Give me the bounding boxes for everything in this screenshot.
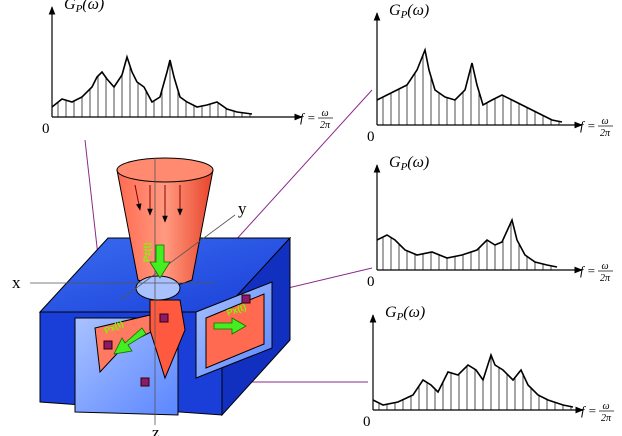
f-numerator: ω [602, 401, 609, 412]
spectrum-title: GP(ω) [389, 154, 429, 173]
argument: (ω) [407, 2, 429, 19]
spectrum-curve [377, 50, 562, 122]
spectrum-curve [377, 220, 557, 267]
symbol: G [389, 154, 401, 171]
axis-label: z [152, 423, 160, 436]
f-denominator: 2π [600, 273, 611, 284]
f-denominator: 2π [601, 413, 612, 424]
funnel-top [117, 158, 213, 182]
symbol: G [385, 304, 397, 321]
origin-label: 0 [363, 414, 371, 430]
f-denominator: 2π [320, 120, 331, 131]
f-label: f = [580, 263, 596, 278]
f-denominator: 2π [600, 128, 611, 139]
spectrum: GP(ω) 0 f = ω2π [363, 304, 614, 430]
f-label: f = [581, 403, 597, 418]
spectrum: GP(ω) 0 f = ω2π [367, 154, 613, 290]
axis-label: y [238, 199, 247, 218]
f-numerator: ω [601, 116, 608, 127]
spectrum: GP(ω) 0 f = ω2π [42, 0, 333, 137]
spectrum-title: GP(ω) [389, 2, 429, 21]
diagram: x y z Pz(t) Px(t) Px(t) GP(ω)0f =ω2πGP(ω… [0, 0, 622, 436]
symbol: G [389, 2, 401, 19]
f-label: f = [300, 110, 316, 125]
symbol: G [64, 0, 76, 13]
axis-label: x [12, 273, 21, 292]
argument: (ω) [82, 0, 104, 13]
force-label: Pz(t) [142, 243, 152, 263]
spectrum: GP(ω) 0 f = ω2π [367, 2, 613, 145]
spectrum-title: GP(ω) [385, 304, 425, 323]
origin-label: 0 [367, 274, 375, 290]
origin-label: 0 [367, 129, 375, 145]
f-label: f = [580, 118, 596, 133]
funnel-outlet [136, 276, 180, 300]
f-numerator: ω [321, 108, 328, 119]
spectrum-title: GP(ω) [64, 0, 104, 15]
f-numerator: ω [601, 261, 608, 272]
origin-label: 0 [42, 121, 50, 137]
argument: (ω) [403, 304, 425, 321]
spectrum-curve [373, 355, 573, 407]
argument: (ω) [407, 154, 429, 171]
